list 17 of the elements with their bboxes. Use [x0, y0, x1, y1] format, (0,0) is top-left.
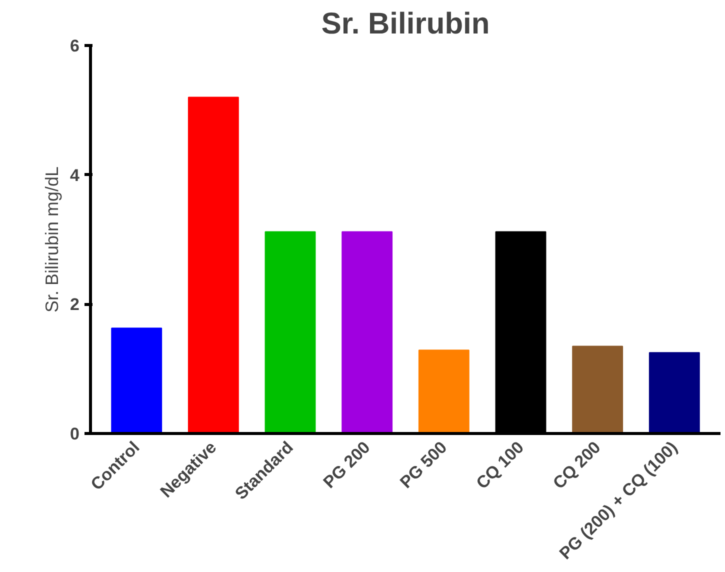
y-tick-label: 0: [70, 424, 80, 444]
bar: [418, 350, 470, 434]
y-tick-label: 6: [70, 36, 80, 56]
y-tick-label: 4: [70, 166, 80, 185]
x-tick-label: CQ 100: [472, 438, 528, 493]
bar: [342, 231, 393, 434]
x-tick-label: CQ 200: [549, 438, 604, 493]
bar: [264, 231, 316, 434]
bar: [572, 346, 624, 434]
bar: [188, 96, 239, 434]
x-tick-label: PG 200: [320, 438, 374, 492]
chart-title: Sr. Bilirubin: [321, 8, 490, 40]
y-tick-label: 2: [70, 295, 80, 314]
y-axis-title: Sr. Bilirubin mg/dL: [42, 166, 62, 313]
bar: [648, 352, 700, 434]
x-tick-label: PG 500: [396, 438, 451, 492]
bar: [111, 328, 162, 434]
